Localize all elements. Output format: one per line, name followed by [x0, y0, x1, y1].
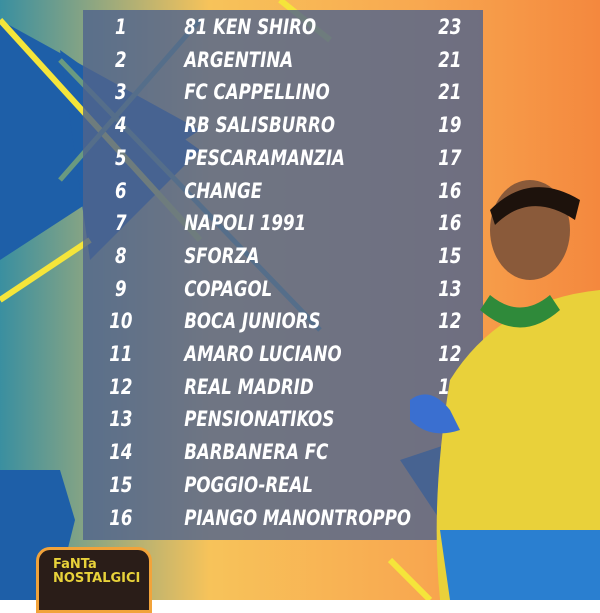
position: 12	[109, 374, 133, 399]
table-row: 10 BOCA JUNIORS 12	[83, 309, 461, 341]
position: 14	[109, 440, 133, 465]
team-name: BOCA JUNIORS	[184, 309, 321, 334]
points: 17	[438, 145, 462, 170]
position: 11	[109, 342, 133, 366]
team-name: NAPOLI 1991	[184, 211, 307, 236]
team-name: BARBANERA FC	[184, 440, 329, 465]
points: 12	[438, 342, 462, 366]
table-row: 5 PESCARAMANZIA 17	[83, 145, 461, 178]
points: 13	[438, 276, 462, 301]
position: 9	[115, 276, 127, 301]
table-row: 3 FC CAPPELLINO 21	[83, 80, 461, 112]
team-name: PESCARAMANZIA	[184, 145, 345, 170]
logo-text: FaNTa NOSTALGICI	[53, 557, 141, 586]
team-name: FC CAPPELLINO	[184, 80, 330, 105]
team-name: POGGIO-REAL	[184, 472, 313, 497]
team-name: REAL MADRID	[184, 374, 314, 399]
table-row: 13PENSIONATIKOS10	[83, 407, 461, 439]
position: 2	[115, 47, 127, 72]
position: 10	[109, 309, 133, 334]
team-name: RB SALISBURRO	[184, 113, 335, 138]
position: 3	[115, 80, 127, 105]
position: 8	[115, 243, 127, 268]
points: 21	[438, 47, 462, 72]
table-row: 9 COPAGOL 13	[83, 276, 461, 309]
points: 19	[438, 113, 462, 138]
table-row: 7 NAPOLI 1991 16	[83, 211, 461, 243]
player-photo	[410, 180, 600, 600]
position: 7	[115, 211, 127, 236]
position: 15	[109, 472, 133, 497]
team-name: SFORZA	[184, 243, 260, 268]
points: 15	[438, 243, 462, 268]
team-name: ARGENTINA	[184, 47, 294, 72]
points: 16	[438, 211, 462, 236]
points: 16	[438, 178, 462, 203]
team-name: 81 KEN SHIRO	[184, 15, 317, 39]
points: 21	[438, 80, 462, 105]
team-name: COPAGOL	[184, 276, 273, 301]
position: 5	[115, 145, 127, 170]
points: 12	[438, 309, 462, 334]
table-row: 2 ARGENTINA 21	[83, 47, 461, 80]
table-row: 11 AMARO LUCIANO 12	[83, 342, 461, 374]
team-name: AMARO LUCIANO	[184, 342, 342, 366]
position: 6	[115, 178, 127, 203]
table-row: 6 CHANGE 16	[83, 178, 461, 211]
position: 1	[115, 15, 127, 39]
position: 13	[109, 407, 133, 432]
fanta-nostalgici-logo: FaNTa NOSTALGICI	[36, 547, 152, 613]
table-row: 1 81 KEN SHIRO 23	[83, 15, 461, 47]
team-name: PIANGO MANONTROPPO	[184, 505, 412, 530]
team-name: PENSIONATIKOS	[184, 407, 335, 432]
position: 16	[109, 505, 133, 530]
standings-panel	[83, 10, 483, 540]
team-name: CHANGE	[184, 178, 263, 203]
table-row: 8 SFORZA 15	[83, 243, 461, 276]
points: 23	[438, 15, 462, 39]
table-row: 4 RB SALISBURRO 19	[83, 113, 461, 145]
position: 4	[115, 113, 127, 138]
